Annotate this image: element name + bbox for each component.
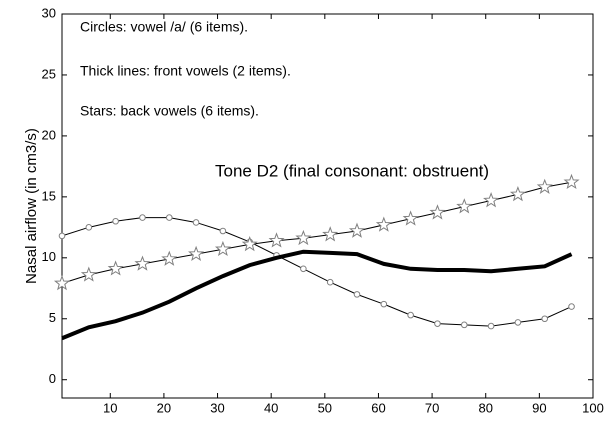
x-tick-label: 20 [157,400,171,415]
star-marker [402,210,419,226]
x-tick-label: 10 [103,400,117,415]
circle-marker [139,214,146,221]
y-tick-label: 15 [42,188,56,203]
circle-marker [85,224,93,231]
x-tick-label: 50 [318,400,332,415]
star-marker [509,185,526,202]
circle-marker [568,303,575,310]
star-marker [188,245,205,261]
annotation: Thick lines: front vowels (2 items). [80,63,291,79]
star-marker [456,198,473,214]
star-marker [348,222,366,238]
circle-marker [541,315,549,323]
star-marker [134,255,151,271]
y-tick-label: 5 [49,310,56,325]
y-axis-label: Nasal airflow (in cm3/s) [23,128,40,284]
star-marker [483,192,500,208]
y-tick-label: 10 [42,249,56,264]
y-tick-label: 0 [49,371,56,386]
circle-marker [460,321,468,329]
circle-marker [434,320,441,327]
circle-marker [300,265,307,273]
star-marker [214,240,231,257]
y-tick-label: 25 [42,66,56,81]
star-marker [53,274,71,291]
x-tick-label: 80 [478,400,492,415]
annotation: Tone D2 (final consonant: obstruent) [215,161,489,180]
x-tick-label: 40 [264,400,278,415]
x-tick-label: 60 [371,400,385,415]
x-tick-label: 30 [210,400,224,415]
plot-area [61,13,594,399]
circle-marker [58,232,66,240]
y-tick-label: 30 [42,5,56,20]
star-marker [429,204,446,220]
circle-marker [326,278,334,286]
x-tick-label: 70 [425,400,439,415]
star-marker [536,178,553,194]
circle-marker [165,214,173,221]
circle-marker [219,227,227,235]
circle-marker [353,291,361,298]
circle-marker [487,322,495,330]
star-marker [80,266,97,282]
circle-marker [192,219,200,226]
x-tick-label: 100 [582,400,604,415]
circle-marker [514,319,522,326]
star-marker [161,250,178,266]
y-tick-label: 20 [42,127,56,142]
x-tick-label: 90 [532,400,546,415]
star-marker [322,226,339,242]
circle-marker [380,300,388,308]
star-marker [107,260,124,276]
star-marker [563,173,580,190]
circle-marker [407,311,414,319]
star-marker [375,216,392,232]
annotation: Circles: vowel /a/ (6 items). [80,19,248,35]
series-line [61,249,573,341]
star-marker [241,235,258,252]
star-marker [295,229,312,246]
circle-marker [112,217,119,225]
annotation: Stars: back vowels (6 items). [80,103,259,119]
star-marker [268,232,285,248]
series-line [61,217,572,327]
